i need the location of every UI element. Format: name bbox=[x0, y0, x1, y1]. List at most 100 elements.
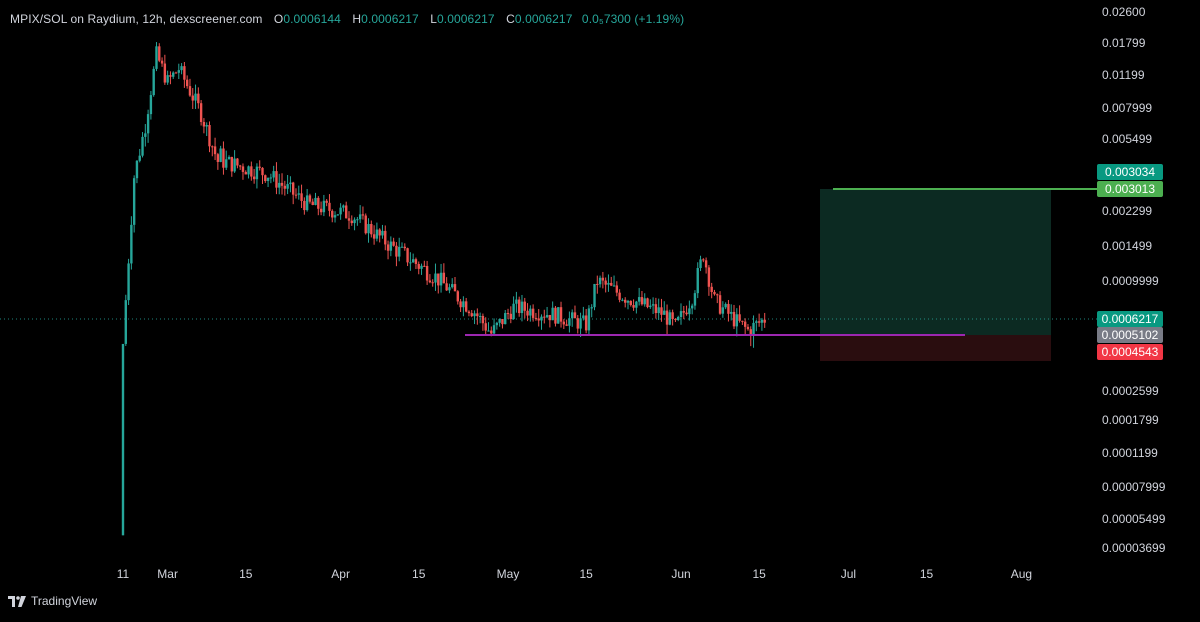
y-tick-label: 0.00007999 bbox=[1102, 480, 1166, 494]
high-label: H bbox=[352, 12, 362, 26]
profit-zone[interactable] bbox=[820, 189, 1051, 335]
candle bbox=[149, 95, 153, 115]
candle bbox=[247, 166, 250, 175]
candle bbox=[570, 312, 574, 319]
candle bbox=[451, 284, 454, 288]
candle bbox=[197, 93, 200, 104]
candle bbox=[409, 262, 412, 264]
candle bbox=[752, 322, 755, 335]
x-tick-label: 15 bbox=[920, 567, 934, 581]
y-axis[interactable]: 0.02600 0.01799 0.01199 0.007999 0.005499 0.0… bbox=[1102, 5, 1166, 555]
candle bbox=[464, 301, 468, 312]
low-value: 0.0006217 bbox=[437, 12, 495, 26]
candle bbox=[721, 307, 725, 314]
candle bbox=[674, 319, 677, 321]
candle bbox=[690, 305, 694, 309]
y-tick-label: 0.0009999 bbox=[1102, 274, 1159, 288]
candle bbox=[760, 319, 764, 323]
candle bbox=[420, 265, 423, 269]
price-badge-text: 0.0005102 bbox=[1102, 328, 1159, 342]
price-badge-bg bbox=[1097, 327, 1163, 343]
candle bbox=[704, 260, 708, 268]
candle bbox=[381, 230, 384, 236]
candle bbox=[621, 299, 624, 301]
change-value: 0.0₅7300 (+1.19%) bbox=[581, 12, 685, 26]
loss-zone[interactable] bbox=[820, 335, 1051, 361]
candle bbox=[138, 155, 141, 161]
x-axis[interactable]: 11 Mar 15 Apr 15 May 15 Jun 15 Jul 15 Aug bbox=[117, 567, 1032, 581]
candle bbox=[384, 230, 387, 245]
candle bbox=[442, 272, 446, 284]
candle bbox=[437, 273, 440, 286]
candle bbox=[651, 304, 655, 306]
candle bbox=[411, 259, 415, 263]
candle bbox=[185, 79, 189, 87]
candle bbox=[180, 66, 183, 71]
candle bbox=[671, 312, 674, 320]
candle bbox=[364, 215, 367, 234]
candle bbox=[202, 121, 206, 127]
candle bbox=[121, 343, 125, 536]
candle bbox=[587, 308, 591, 331]
candle bbox=[233, 158, 236, 172]
price-badge-bg bbox=[1097, 311, 1163, 327]
candle bbox=[177, 70, 180, 73]
candle bbox=[445, 283, 448, 291]
candle bbox=[199, 103, 203, 122]
candle bbox=[462, 301, 465, 308]
candle bbox=[730, 311, 733, 314]
candle bbox=[710, 286, 713, 292]
candle bbox=[517, 299, 521, 314]
y-tick-label: 0.002299 bbox=[1102, 204, 1152, 218]
candle bbox=[191, 95, 194, 101]
candle bbox=[174, 72, 178, 74]
x-tick-label: Jul bbox=[841, 567, 856, 581]
candle bbox=[610, 282, 613, 286]
candle bbox=[353, 219, 356, 224]
y-tick-label: 0.00005499 bbox=[1102, 512, 1166, 526]
candle bbox=[286, 184, 289, 189]
candle bbox=[512, 303, 515, 320]
candle bbox=[626, 300, 630, 303]
candle bbox=[269, 177, 273, 179]
candle bbox=[336, 214, 340, 216]
candle bbox=[484, 323, 487, 331]
y-tick-label: 0.01199 bbox=[1102, 68, 1145, 82]
candle bbox=[548, 315, 552, 321]
price-badge-text: 0.003034 bbox=[1105, 165, 1155, 179]
candle bbox=[236, 158, 239, 166]
candle bbox=[428, 280, 432, 283]
candle bbox=[305, 195, 309, 211]
candle bbox=[509, 313, 513, 320]
x-tick-label: 11 bbox=[117, 567, 130, 581]
candle bbox=[183, 66, 186, 80]
candle bbox=[749, 329, 752, 335]
candle bbox=[724, 303, 727, 308]
tradingview-brand[interactable]: TradingView bbox=[8, 594, 97, 608]
candle bbox=[598, 277, 602, 285]
candle bbox=[166, 75, 169, 83]
price-badge-current: 0.0006217 bbox=[1097, 311, 1163, 327]
candle bbox=[135, 160, 139, 179]
candle bbox=[526, 310, 529, 316]
candle bbox=[194, 93, 197, 101]
candle bbox=[208, 124, 211, 147]
candle bbox=[264, 175, 267, 182]
candle bbox=[557, 307, 560, 324]
candle bbox=[400, 246, 404, 248]
price-badge-text: 0.0006217 bbox=[1102, 312, 1159, 326]
x-tick-label: May bbox=[497, 567, 520, 581]
candle bbox=[757, 321, 761, 323]
candle bbox=[576, 318, 579, 329]
candle bbox=[529, 308, 532, 316]
x-tick-label: 15 bbox=[239, 567, 253, 581]
candle bbox=[395, 245, 398, 257]
close-value: 0.0006217 bbox=[514, 12, 573, 26]
candle bbox=[389, 241, 393, 251]
candle bbox=[280, 182, 284, 186]
candle bbox=[584, 315, 588, 331]
candle bbox=[615, 285, 619, 293]
candle bbox=[297, 193, 300, 195]
